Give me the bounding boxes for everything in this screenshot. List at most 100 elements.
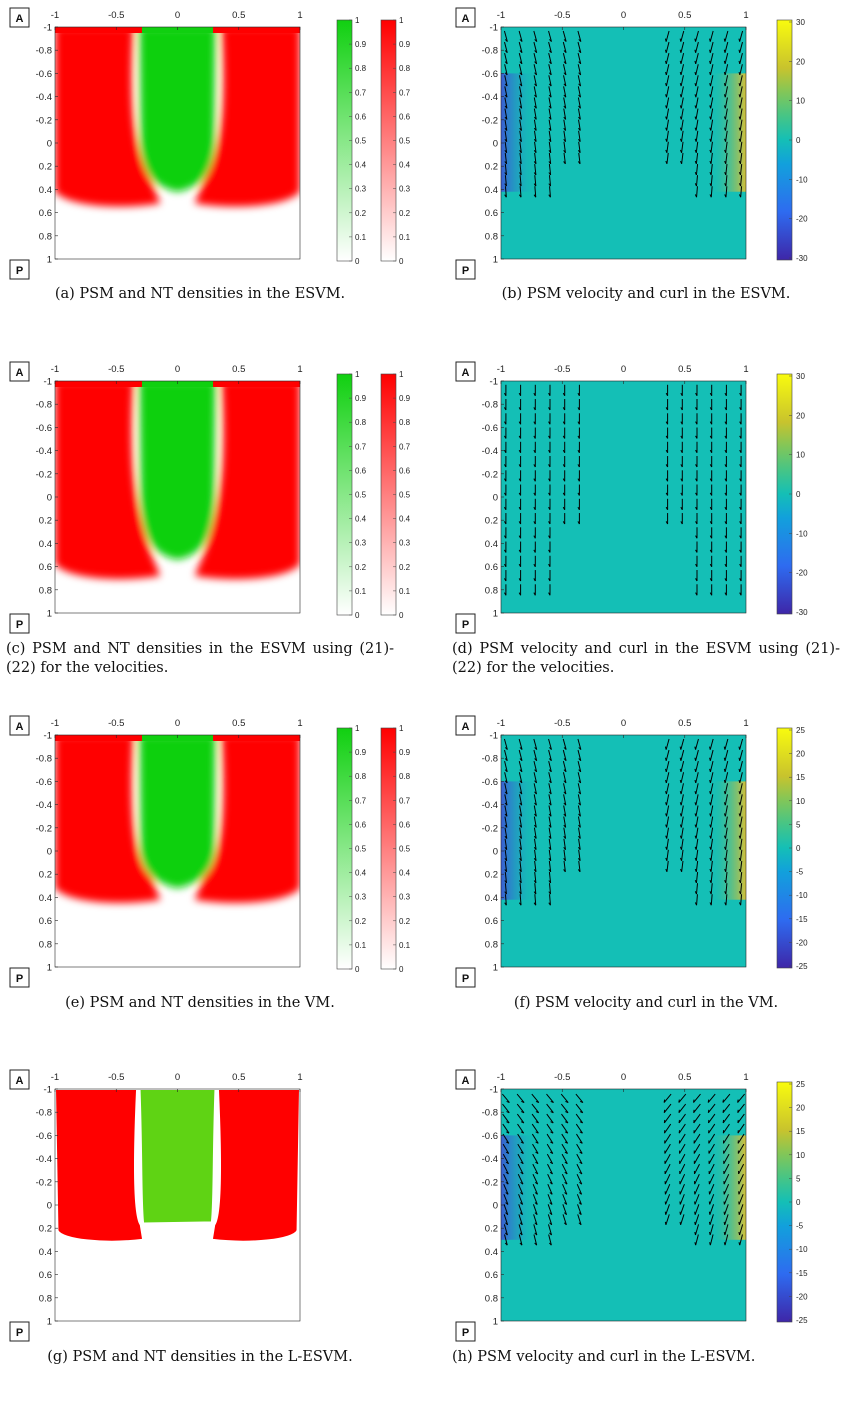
colorbar-tick-label: 0.6 xyxy=(399,820,411,829)
colorbar-tick-label: 0.7 xyxy=(355,442,367,451)
posterior-label: P xyxy=(9,967,30,988)
colorbar-tick-label: 0.7 xyxy=(355,88,367,97)
panel-b-plot: -1 -0.5 0 0.5 1 -1 -0.8 -0.6 -0.4 -0.2 0 0.2 0.4 0.6 0… xyxy=(455,7,808,280)
x-tick-label: 1 xyxy=(297,718,302,729)
y-tick-label: 0.6 xyxy=(39,916,52,927)
colorbar-tick-label: 1 xyxy=(399,370,404,379)
colorbar-tick-label: 0.8 xyxy=(399,64,411,73)
y-tick-label: 0.6 xyxy=(485,208,498,219)
colorbar-curl: 25 20 15 10 5 0 -5 -10 -15 -20 -25 xyxy=(776,1080,808,1325)
x-tick-label: 1 xyxy=(297,1072,302,1083)
y-tick-label: -0.6 xyxy=(482,777,498,788)
caption-e: (e) PSM and NT densities in the VM. xyxy=(65,995,335,1011)
y-tick-label: 0.8 xyxy=(39,1293,52,1304)
colorbar-tick-label: 0.9 xyxy=(355,394,367,403)
y-tick-label: -0.4 xyxy=(36,800,52,811)
caption-a: (a) PSM and NT densities in the ESVM. xyxy=(54,286,346,302)
colorbar-tick-label: 0.8 xyxy=(355,418,367,427)
colorbar-tick-label: 0.4 xyxy=(399,515,411,524)
colorbar-tick-label: 0.2 xyxy=(355,917,367,926)
y-tick-label: 0.4 xyxy=(485,539,498,550)
colorbar-tick-label: 0.3 xyxy=(355,539,367,548)
colorbar-tick-label: 0.1 xyxy=(399,941,411,950)
y-tick-label: -0.2 xyxy=(36,1177,52,1188)
colorbar-tick-label: 0 xyxy=(796,490,801,499)
y-tick-label: -0.6 xyxy=(482,1131,498,1142)
y-tick-label: -0.4 xyxy=(482,800,498,811)
colorbar-tick-label: 0.7 xyxy=(399,88,411,97)
y-tick-label: 0.6 xyxy=(39,1270,52,1281)
y-tick-label: 0.4 xyxy=(485,185,498,196)
caption-b: (b) PSM velocity and curl in the ESVM. xyxy=(501,286,791,302)
colorbar-tick-label: -20 xyxy=(796,569,808,578)
x-tick-label: 0 xyxy=(175,364,180,375)
svg-text:A: A xyxy=(462,721,470,733)
colorbar-tick-label: 0.3 xyxy=(399,893,411,902)
anterior-label: A xyxy=(9,361,30,382)
colorbar-tick-label: 0.9 xyxy=(355,40,367,49)
colorbar-tick-label: 0.1 xyxy=(355,233,367,242)
colorbar-tick-label: 0.5 xyxy=(355,845,367,854)
y-tick-label: -0.6 xyxy=(482,69,498,80)
colorbar-tick-label: 5 xyxy=(796,820,801,829)
panel-h: -1 -0.5 0 0.5 1 -1 -0.8 -0.6 -0.4 -0.2 0 0.2 0.4 0.6 0… xyxy=(446,1062,846,1342)
svg-text:P: P xyxy=(462,973,469,985)
colorbar-tick-label: 1 xyxy=(355,370,360,379)
y-tick-label: 0.2 xyxy=(485,1224,498,1235)
panel-d-plot: -1 -0.5 0 0.5 1 -1 -0.8 -0.6 -0.4 -0.2 0 0.2 0.4 0.6 0… xyxy=(455,361,808,634)
colorbar-curl: 30 20 10 0 -10 -20 -30 xyxy=(776,18,808,263)
y-tick-label: -0.6 xyxy=(36,777,52,788)
panel-f-plot: -1 -0.5 0 0.5 1 -1 -0.8 -0.6 -0.4 -0.2 0 0.2 0.4 0.6 0… xyxy=(455,715,808,988)
y-tick-label: -0.6 xyxy=(36,69,52,80)
y-tick-label: 0.2 xyxy=(39,516,52,527)
svg-text:P: P xyxy=(462,619,469,631)
y-tick-label: -1 xyxy=(490,377,498,388)
colorbar-tick-label: 1 xyxy=(399,724,404,733)
colorbar-tick-label: 0 xyxy=(355,611,360,620)
x-tick-label: -0.5 xyxy=(554,364,570,375)
x-tick-label: 0 xyxy=(621,1072,626,1083)
x-tick-label: -1 xyxy=(51,364,59,375)
y-tick-label: -1 xyxy=(44,377,52,388)
x-tick-label: 0.5 xyxy=(232,1072,245,1083)
posterior-label: P xyxy=(9,259,30,280)
svg-text:P: P xyxy=(462,265,469,277)
colorbar-tick-label: 0.8 xyxy=(355,64,367,73)
y-tick-label: -0.8 xyxy=(482,1108,498,1119)
svg-text:P: P xyxy=(16,973,23,985)
colorbar-tick-label: -10 xyxy=(796,1245,808,1254)
x-tick-label: -1 xyxy=(497,10,505,21)
y-tick-label: -0.8 xyxy=(36,754,52,765)
colorbar-tick-label: -15 xyxy=(796,1269,808,1278)
colorbar-tick-label: -10 xyxy=(796,529,808,538)
colorbar-tick-label: 20 xyxy=(796,1104,805,1113)
anterior-label: A xyxy=(9,715,30,736)
colorbar-tick-label: 0.6 xyxy=(355,112,367,121)
x-tick-label: 0.5 xyxy=(232,718,245,729)
svg-text:A: A xyxy=(16,1075,24,1087)
y-tick-label: 1 xyxy=(493,963,498,974)
x-tick-label: -0.5 xyxy=(108,1072,124,1083)
colorbar-tick-label: 0 xyxy=(355,257,360,266)
svg-text:A: A xyxy=(16,721,24,733)
colorbar-tick-label: -5 xyxy=(796,1222,804,1231)
colorbar-tick-label: 0 xyxy=(355,965,360,974)
colorbar-tick-label: 0.8 xyxy=(355,772,367,781)
y-tick-label: -0.4 xyxy=(36,92,52,103)
y-tick-label: -0.8 xyxy=(36,400,52,411)
y-tick-label: 1 xyxy=(493,255,498,266)
anterior-label: A xyxy=(455,7,476,28)
y-tick-label: -0.4 xyxy=(482,446,498,457)
anterior-label: A xyxy=(455,361,476,382)
y-tick-label: 0 xyxy=(493,139,498,150)
y-tick-label: 0.4 xyxy=(39,1247,52,1258)
colorbar-tick-label: 0 xyxy=(796,1198,801,1207)
colorbar-nt: 1 0.9 0.8 0.7 0.6 0.5 0.4 0.3 0.2 0.1 0 xyxy=(336,16,367,266)
caption-c: (c) PSM and NT densities in the ESVM usi… xyxy=(6,641,394,676)
colorbar-tick-label: 0.1 xyxy=(355,587,367,596)
colorbar-psm: 1 0.9 0.8 0.7 0.6 0.5 0.4 0.3 0.2 0.1 0 xyxy=(380,724,411,974)
anterior-label: A xyxy=(455,1069,476,1090)
anterior-label: A xyxy=(9,7,30,28)
y-tick-label: 0.8 xyxy=(39,585,52,596)
y-tick-label: 1 xyxy=(493,1317,498,1328)
